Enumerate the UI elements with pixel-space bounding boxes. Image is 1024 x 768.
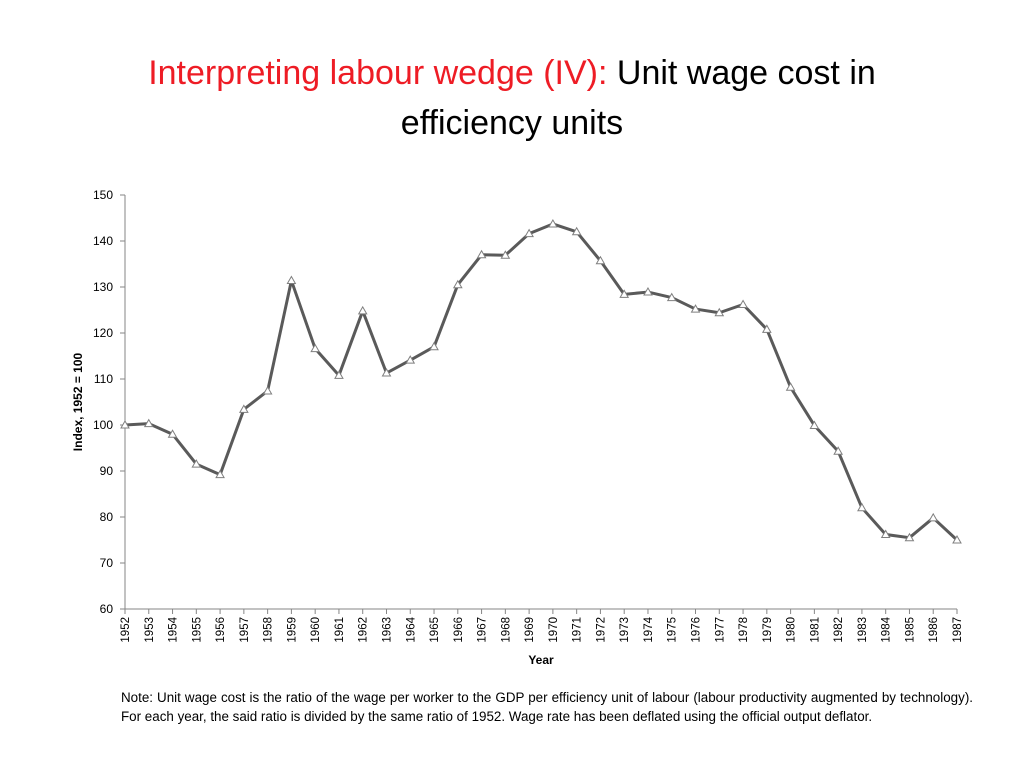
title-main: Unit wage cost in [616,54,876,92]
y-tick-label: 140 [93,234,113,248]
x-tick-label: 1956 [215,617,227,643]
x-tick-label: 1969 [524,617,536,643]
page-title: Interpreting labour wedge (IV): Unit wag… [0,48,1024,148]
x-tick-label: 1952 [120,617,132,643]
x-tick-label: 1959 [286,617,298,643]
y-tick-label: 80 [100,510,114,524]
data-point [928,512,939,522]
data-point [476,249,487,259]
x-tick-label: 1981 [809,617,821,643]
x-tick-label: 1963 [381,617,393,643]
y-tick-label: 130 [93,280,113,294]
x-tick-label: 1961 [334,617,346,643]
data-point [524,228,534,238]
data-point [286,275,297,285]
data-point [833,446,844,455]
x-tick-label: 1957 [239,617,251,643]
data-point [857,502,867,512]
data-point [904,532,915,542]
x-tick-label: 1985 [904,617,916,643]
data-point [595,255,606,265]
x-tick-label: 1976 [691,617,703,643]
data-point [690,304,701,313]
x-tick-label: 1987 [952,617,964,643]
data-point [785,382,796,391]
data-point [809,420,820,429]
x-tick-label: 1982 [833,617,845,643]
y-tick-label: 100 [93,418,113,432]
y-tick-label: 150 [93,188,113,202]
data-point [310,343,321,353]
x-tick-label: 1983 [857,617,869,643]
y-tick-label: 120 [93,326,113,340]
data-point [215,469,225,479]
data-point [238,404,249,413]
x-tick-label: 1974 [643,616,655,642]
data-point [761,324,772,333]
x-tick-label: 1980 [786,617,798,643]
x-tick-label: 1978 [738,617,750,643]
x-tick-label: 1973 [619,617,631,643]
x-tick-label: 1977 [714,617,726,643]
x-tick-label: 1967 [477,617,489,643]
line-chart: 60 70 80 90 100 110 120 130 140 150 1952 1953 1954 19… [71,188,964,667]
x-tick-label: 1972 [595,617,607,643]
x-tick-label: 1979 [762,617,774,643]
x-tick-label: 1960 [310,617,322,643]
y-axis-title: Index, 1952 = 100 [71,352,85,451]
x-tick-label: 1970 [548,617,560,643]
y-tick-label: 60 [100,602,114,616]
x-tick-label: 1984 [881,616,893,642]
data-point [548,218,558,228]
x-axis-title: Year [528,653,554,667]
title-lead: Interpreting labour wedge (IV): [148,54,608,92]
x-tick-label: 1964 [405,616,417,642]
x-tick-label: 1962 [358,617,370,643]
data-point [619,289,630,298]
y-tick-label: 90 [100,464,114,478]
x-tick-label: 1953 [144,617,156,643]
chart-note: Note: Unit wage cost is the ratio of the… [121,690,973,724]
data-point [167,429,178,438]
x-tick-label: 1975 [667,617,679,643]
data-point [643,287,653,296]
title-main-line2: efficiency units [400,104,624,142]
data-point [357,305,368,315]
data-point [571,226,582,236]
x-tick-label: 1968 [500,617,512,643]
data-point [120,419,130,429]
x-tick-label: 1954 [168,616,180,642]
data-point [334,370,344,379]
x-tick-label: 1971 [572,617,584,643]
series-line [123,222,959,542]
x-tick-label: 1966 [453,617,465,643]
data-point [405,355,416,364]
data-point [500,250,511,259]
data-point [714,307,725,317]
x-tick-label: 1965 [429,617,441,643]
data-point [738,299,748,308]
data-point [429,341,439,351]
y-tick-label: 110 [94,372,113,386]
y-tick-label: 70 [100,556,114,570]
x-tick-label: 1958 [263,617,275,643]
data-point [143,418,154,428]
data-point [952,534,962,544]
x-tick-label: 1986 [928,617,940,643]
x-tick-label: 1955 [191,617,203,643]
data-point [666,292,677,302]
data-point [452,279,463,289]
data-point [191,459,202,468]
data-point [880,529,891,538]
data-point [381,368,392,377]
data-point [262,385,273,395]
